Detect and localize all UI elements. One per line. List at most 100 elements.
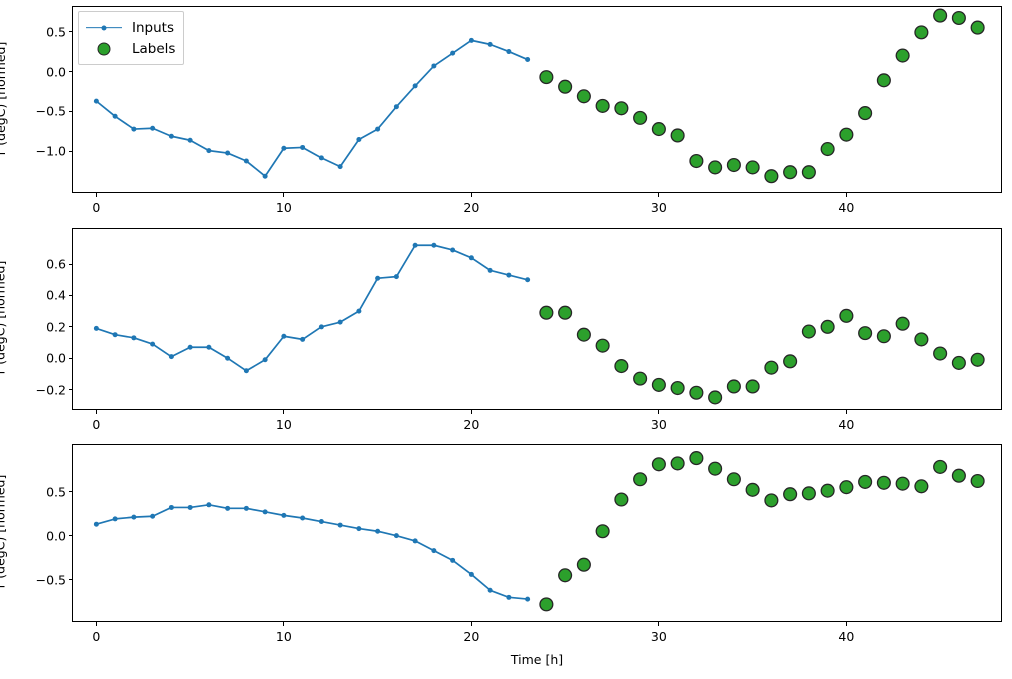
input-marker — [243, 368, 249, 374]
input-marker — [506, 594, 512, 600]
label-marker — [783, 165, 798, 180]
input-marker — [281, 333, 287, 339]
ytick-mark — [68, 71, 72, 73]
input-marker — [131, 335, 137, 341]
ytick-label: 0.0 — [46, 64, 66, 80]
ytick-mark — [68, 389, 72, 391]
label-marker — [876, 73, 891, 88]
input-marker — [168, 504, 174, 510]
label-marker — [745, 160, 760, 175]
label-marker — [745, 379, 760, 394]
legend-item-inputs[interactable]: Inputs — [85, 17, 175, 38]
label-marker — [876, 475, 891, 490]
xtick-mark — [470, 193, 472, 197]
label-marker — [708, 390, 723, 405]
label-marker — [876, 329, 891, 344]
label-marker — [539, 70, 554, 85]
input-marker — [375, 126, 381, 132]
label-marker — [558, 568, 573, 583]
axes-frame-1 — [72, 6, 1002, 193]
label-marker — [895, 316, 910, 331]
input-marker — [393, 274, 399, 280]
axes-frame-3 — [72, 444, 1002, 622]
input-marker — [300, 515, 306, 521]
input-marker — [356, 308, 362, 314]
label-marker — [914, 479, 929, 494]
label-marker — [539, 597, 554, 612]
xtick-mark — [283, 622, 285, 626]
xtick-mark — [283, 410, 285, 414]
label-marker — [614, 359, 629, 374]
label-marker — [858, 326, 873, 341]
input-marker — [412, 538, 418, 544]
xtick-mark — [283, 193, 285, 197]
input-marker — [487, 587, 493, 593]
input-marker — [262, 357, 268, 363]
label-marker — [595, 524, 610, 539]
ytick-label: −0.2 — [35, 382, 66, 398]
ytick-mark — [68, 150, 72, 153]
xtick-label: 0 — [92, 200, 101, 215]
input-marker — [243, 505, 249, 511]
xtick-label: 30 — [650, 417, 667, 432]
ytick-mark — [68, 579, 72, 581]
label-marker — [933, 8, 948, 23]
input-marker — [450, 50, 456, 56]
input-marker — [112, 332, 118, 338]
label-marker — [633, 472, 648, 487]
label-marker — [576, 89, 591, 104]
xtick-label: 20 — [463, 417, 480, 432]
label-marker — [614, 492, 629, 507]
input-marker — [431, 548, 437, 554]
input-marker — [431, 242, 437, 248]
xtick-mark — [470, 622, 472, 626]
ytick-mark — [68, 110, 72, 113]
input-marker — [525, 596, 531, 602]
label-marker — [858, 106, 873, 121]
input-marker — [318, 324, 324, 330]
label-marker — [689, 153, 704, 169]
xtick-label: 10 — [275, 417, 292, 432]
ytick-mark — [68, 263, 72, 265]
legend-circle-icon — [97, 42, 111, 55]
label-marker — [839, 480, 854, 495]
xtick-mark — [658, 622, 660, 626]
label-marker — [933, 459, 948, 474]
legend-point-icon — [101, 25, 107, 30]
label-marker — [651, 457, 666, 472]
series-line-inputs — [95, 39, 529, 178]
xtick-label: 40 — [838, 417, 855, 432]
input-marker — [131, 514, 137, 520]
legend-label: Labels — [132, 40, 176, 57]
label-marker — [839, 127, 854, 142]
label-marker — [895, 476, 910, 491]
input-marker — [450, 247, 456, 253]
ytick-mark — [68, 357, 72, 359]
label-marker — [539, 305, 554, 320]
ytick-mark — [68, 535, 72, 537]
label-marker — [576, 557, 591, 572]
label-marker — [708, 461, 723, 476]
input-marker — [281, 512, 287, 518]
input-marker — [375, 528, 381, 534]
input-marker — [187, 344, 193, 350]
legend-item-labels[interactable]: Labels — [85, 38, 175, 59]
input-marker — [412, 83, 418, 89]
series-line-inputs — [95, 503, 529, 600]
input-marker — [525, 277, 531, 283]
label-marker — [951, 468, 966, 483]
input-marker — [431, 63, 437, 69]
label-marker — [839, 308, 854, 323]
chart-legend[interactable]: Inputs Labels — [78, 11, 185, 65]
xtick-mark — [845, 410, 847, 414]
input-marker — [131, 126, 137, 132]
legend-circle-swatch-icon — [85, 40, 123, 58]
input-marker — [225, 150, 231, 156]
label-marker — [951, 10, 966, 26]
label-marker — [745, 482, 760, 497]
xtick-mark — [470, 410, 472, 414]
input-marker — [206, 344, 212, 350]
